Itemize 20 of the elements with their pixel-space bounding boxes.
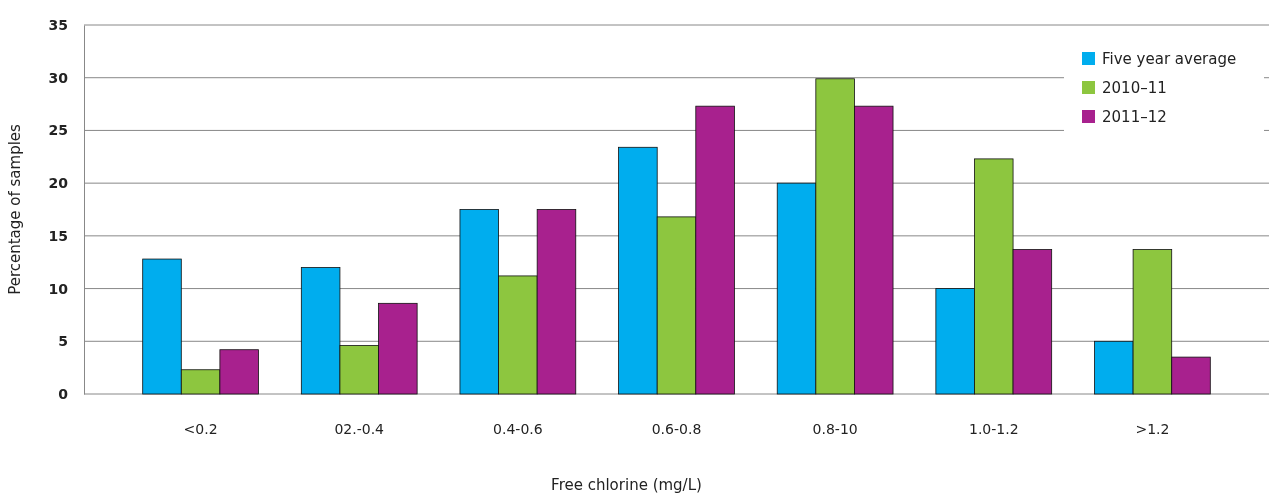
y-tick-label: 10 xyxy=(48,280,69,297)
x-tick-label: 0.8-10 xyxy=(812,420,858,437)
y-tick-label: 35 xyxy=(48,16,68,33)
x-tick-label: 0.6-0.8 xyxy=(651,420,702,437)
y-tick-label: 25 xyxy=(48,122,68,139)
legend-label: Five year average xyxy=(1102,50,1237,68)
x-tick-label: <0.2 xyxy=(183,420,218,437)
legend-label: 2010–11 xyxy=(1102,79,1167,97)
y-tick-label: 5 xyxy=(58,333,68,350)
y-axis-title: Percentage of samples xyxy=(6,123,24,295)
legend-label: 2011–12 xyxy=(1102,108,1167,126)
x-tick-label: 1.0-1.2 xyxy=(968,420,1019,437)
x-tick-label: 02.-0.4 xyxy=(334,420,385,437)
x-tick-label: 0.4-0.6 xyxy=(493,420,543,437)
x-tick-label: >1.2 xyxy=(1135,420,1170,437)
x-axis-title: Free chlorine (mg/L) xyxy=(551,476,702,494)
y-tick-label: 15 xyxy=(48,227,68,244)
y-tick-label: 20 xyxy=(48,175,69,192)
y-tick-label: 0 xyxy=(58,385,69,402)
y-tick-label: 30 xyxy=(48,69,69,86)
